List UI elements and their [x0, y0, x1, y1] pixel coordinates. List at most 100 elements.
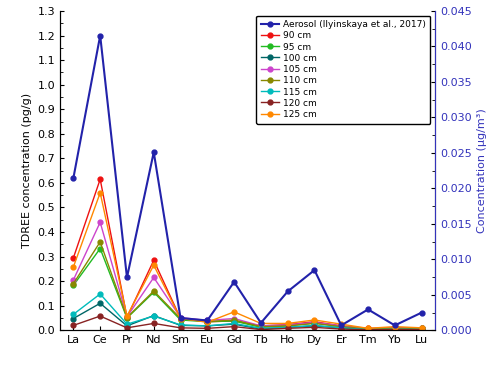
125 cm	[258, 321, 264, 326]
Legend: Aerosol (Ilyinskaya et al., 2017), 90 cm, 95 cm, 100 cm, 105 cm, 110 cm, 115 cm,: Aerosol (Ilyinskaya et al., 2017), 90 cm…	[256, 15, 430, 124]
105 cm	[258, 324, 264, 328]
110 cm	[97, 240, 103, 244]
125 cm	[124, 314, 130, 318]
120 cm	[151, 321, 157, 326]
115 cm	[392, 327, 398, 331]
110 cm	[231, 318, 237, 322]
110 cm	[151, 289, 157, 293]
120 cm	[258, 327, 264, 332]
105 cm	[392, 326, 398, 330]
95 cm	[258, 325, 264, 330]
100 cm	[151, 313, 157, 318]
125 cm	[338, 322, 344, 326]
90 cm	[204, 320, 210, 324]
125 cm	[284, 321, 290, 326]
125 cm	[97, 190, 103, 195]
125 cm	[312, 318, 318, 322]
Line: 90 cm: 90 cm	[71, 177, 424, 331]
105 cm	[418, 326, 424, 331]
95 cm	[392, 326, 398, 331]
120 cm	[392, 327, 398, 332]
115 cm	[312, 323, 318, 328]
110 cm	[392, 326, 398, 331]
90 cm	[97, 177, 103, 181]
Aerosol (Ilyinskaya et al., 2017)	[258, 321, 264, 325]
90 cm	[70, 256, 76, 260]
95 cm	[284, 324, 290, 328]
100 cm	[418, 327, 424, 331]
100 cm	[204, 324, 210, 328]
120 cm	[312, 325, 318, 330]
105 cm	[124, 315, 130, 319]
Aerosol (Ilyinskaya et al., 2017)	[312, 268, 318, 272]
115 cm	[124, 322, 130, 326]
Line: 125 cm: 125 cm	[71, 190, 424, 331]
90 cm	[231, 319, 237, 323]
100 cm	[97, 301, 103, 305]
115 cm	[284, 325, 290, 330]
90 cm	[338, 324, 344, 328]
115 cm	[70, 312, 76, 316]
90 cm	[392, 326, 398, 330]
125 cm	[70, 265, 76, 269]
120 cm	[124, 326, 130, 330]
Aerosol (Ilyinskaya et al., 2017)	[204, 318, 210, 323]
90 cm	[258, 324, 264, 328]
115 cm	[258, 326, 264, 331]
100 cm	[258, 327, 264, 331]
Aerosol (Ilyinskaya et al., 2017)	[70, 176, 76, 180]
120 cm	[338, 327, 344, 331]
115 cm	[418, 327, 424, 331]
100 cm	[392, 327, 398, 331]
Line: 110 cm: 110 cm	[71, 239, 424, 331]
Aerosol (Ilyinskaya et al., 2017)	[418, 310, 424, 315]
120 cm	[418, 327, 424, 332]
95 cm	[124, 316, 130, 320]
125 cm	[365, 326, 371, 331]
105 cm	[204, 318, 210, 323]
Aerosol (Ilyinskaya et al., 2017)	[97, 33, 103, 38]
115 cm	[231, 321, 237, 326]
110 cm	[258, 324, 264, 329]
95 cm	[365, 327, 371, 331]
Line: 120 cm: 120 cm	[71, 314, 424, 332]
105 cm	[338, 324, 344, 328]
Aerosol (Ilyinskaya et al., 2017)	[124, 275, 130, 280]
105 cm	[70, 278, 76, 282]
90 cm	[365, 326, 371, 331]
120 cm	[70, 323, 76, 328]
115 cm	[204, 324, 210, 328]
100 cm	[124, 324, 130, 328]
115 cm	[97, 292, 103, 296]
115 cm	[178, 323, 184, 327]
100 cm	[312, 324, 318, 328]
90 cm	[178, 316, 184, 321]
100 cm	[365, 327, 371, 332]
110 cm	[418, 326, 424, 331]
110 cm	[312, 321, 318, 326]
120 cm	[231, 324, 237, 329]
105 cm	[312, 320, 318, 325]
110 cm	[70, 281, 76, 286]
110 cm	[204, 320, 210, 324]
90 cm	[418, 326, 424, 330]
95 cm	[178, 318, 184, 322]
115 cm	[338, 326, 344, 330]
95 cm	[418, 326, 424, 331]
Aerosol (Ilyinskaya et al., 2017)	[365, 307, 371, 312]
Line: 100 cm: 100 cm	[71, 301, 424, 332]
100 cm	[70, 316, 76, 321]
125 cm	[418, 326, 424, 330]
100 cm	[338, 326, 344, 330]
90 cm	[124, 315, 130, 320]
110 cm	[124, 315, 130, 320]
Y-axis label: Concentration (μg/m³): Concentration (μg/m³)	[477, 108, 487, 233]
Line: 115 cm: 115 cm	[71, 291, 424, 332]
110 cm	[338, 324, 344, 329]
Aerosol (Ilyinskaya et al., 2017)	[338, 323, 344, 328]
105 cm	[231, 316, 237, 321]
110 cm	[284, 324, 290, 328]
125 cm	[231, 310, 237, 314]
125 cm	[151, 263, 157, 268]
Aerosol (Ilyinskaya et al., 2017)	[392, 323, 398, 328]
